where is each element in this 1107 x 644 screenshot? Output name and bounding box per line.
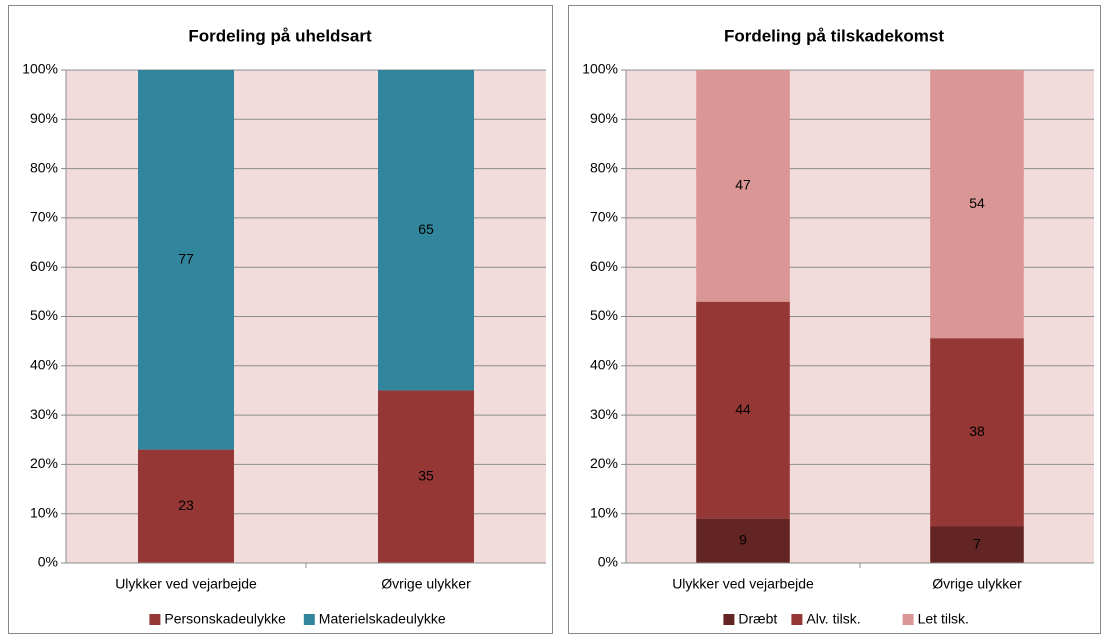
data-label: 65 [418,221,434,237]
bar-segment [696,301,790,519]
data-label: 77 [178,251,194,267]
y-tick-label: 100% [22,61,58,77]
y-tick-label: 10% [30,504,58,520]
chart-title: Fordeling på uheldsart [188,26,372,45]
y-tick-label: 100% [582,61,618,77]
bar-segment [138,449,234,563]
data-label: 44 [735,401,751,417]
bar-segment [138,70,234,450]
y-tick-label: 30% [590,406,618,422]
x-tick-label: Ulykker ved vejarbejde [115,576,257,592]
legend-label: Dræbt [738,611,777,627]
legend-swatch [902,614,914,625]
y-tick-label: 20% [30,455,58,471]
y-tick-label: 80% [590,159,618,175]
y-tick-label: 0% [598,554,618,570]
legend-label: Personskadeulykke [164,611,286,627]
legend-label: Materielskadeulykke [319,611,446,627]
data-label: 47 [735,177,751,193]
y-tick-label: 70% [590,209,618,225]
legend-swatch [723,614,735,625]
legend-label: Let tilsk. [918,611,969,627]
y-tick-label: 40% [30,357,58,373]
data-label: 35 [418,467,434,483]
y-tick-label: 30% [30,406,58,422]
y-tick-label: 40% [590,357,618,373]
y-tick-label: 50% [590,307,618,323]
bar-segment [696,70,790,302]
legend-swatch [303,614,315,625]
legend-swatch [791,614,803,625]
data-label: 38 [969,423,985,439]
x-tick-label: Øvrige ulykker [381,576,471,592]
data-label: 54 [969,195,985,211]
data-label: 23 [178,497,194,513]
chart-title: Fordeling på tilskadekomst [724,26,944,45]
bar-segment [696,518,790,563]
y-tick-label: 60% [30,258,58,274]
bar-segment [930,526,1024,563]
y-tick-label: 10% [590,504,618,520]
y-tick-label: 90% [30,110,58,126]
legend-label: Alv. tilsk. [806,611,860,627]
y-tick-label: 60% [590,258,618,274]
y-tick-label: 90% [590,110,618,126]
bar-segment [930,338,1024,527]
bar-segment [378,390,474,563]
y-tick-label: 70% [30,209,58,225]
data-label: 7 [973,535,981,551]
y-tick-label: 20% [590,455,618,471]
x-tick-label: Øvrige ulykker [932,576,1022,592]
y-tick-label: 80% [30,159,58,175]
x-tick-label: Ulykker ved vejarbejde [672,576,814,592]
y-tick-label: 50% [30,307,58,323]
bar-segment [378,70,474,391]
legend-swatch [149,614,161,625]
bar-segment [930,70,1024,339]
data-label: 9 [739,532,747,548]
y-tick-label: 0% [38,554,58,570]
